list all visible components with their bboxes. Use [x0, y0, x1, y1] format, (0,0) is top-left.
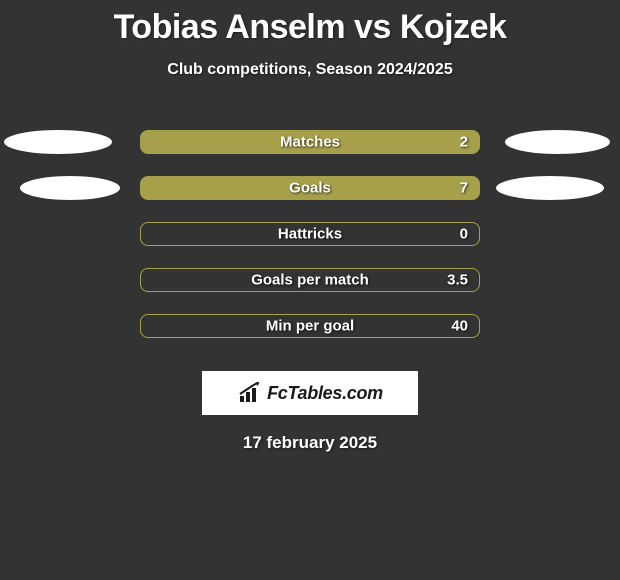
stat-row: Matches2	[0, 119, 620, 165]
stat-row: Goals7	[0, 165, 620, 211]
page-subtitle: Club competitions, Season 2024/2025	[0, 61, 620, 79]
chart-icon	[237, 382, 263, 404]
right-score-ellipse	[505, 130, 610, 154]
stat-bar	[140, 268, 480, 292]
left-score-ellipse	[4, 130, 112, 154]
logo-text: FcTables.com	[267, 383, 383, 404]
stat-row: Min per goal40	[0, 303, 620, 349]
stat-row: Hattricks0	[0, 211, 620, 257]
stat-bar	[140, 222, 480, 246]
footer-date: 17 february 2025	[0, 433, 620, 453]
logo-box: FcTables.com	[202, 371, 418, 415]
comparison-chart: Matches2Goals7Hattricks0Goals per match3…	[0, 119, 620, 349]
page-title: Tobias Anselm vs Kojzek	[0, 0, 620, 47]
stat-bar	[140, 314, 480, 338]
stat-bar	[140, 130, 480, 154]
left-score-ellipse	[20, 176, 120, 200]
stat-row: Goals per match3.5	[0, 257, 620, 303]
stat-bar	[140, 176, 480, 200]
right-score-ellipse	[496, 176, 604, 200]
